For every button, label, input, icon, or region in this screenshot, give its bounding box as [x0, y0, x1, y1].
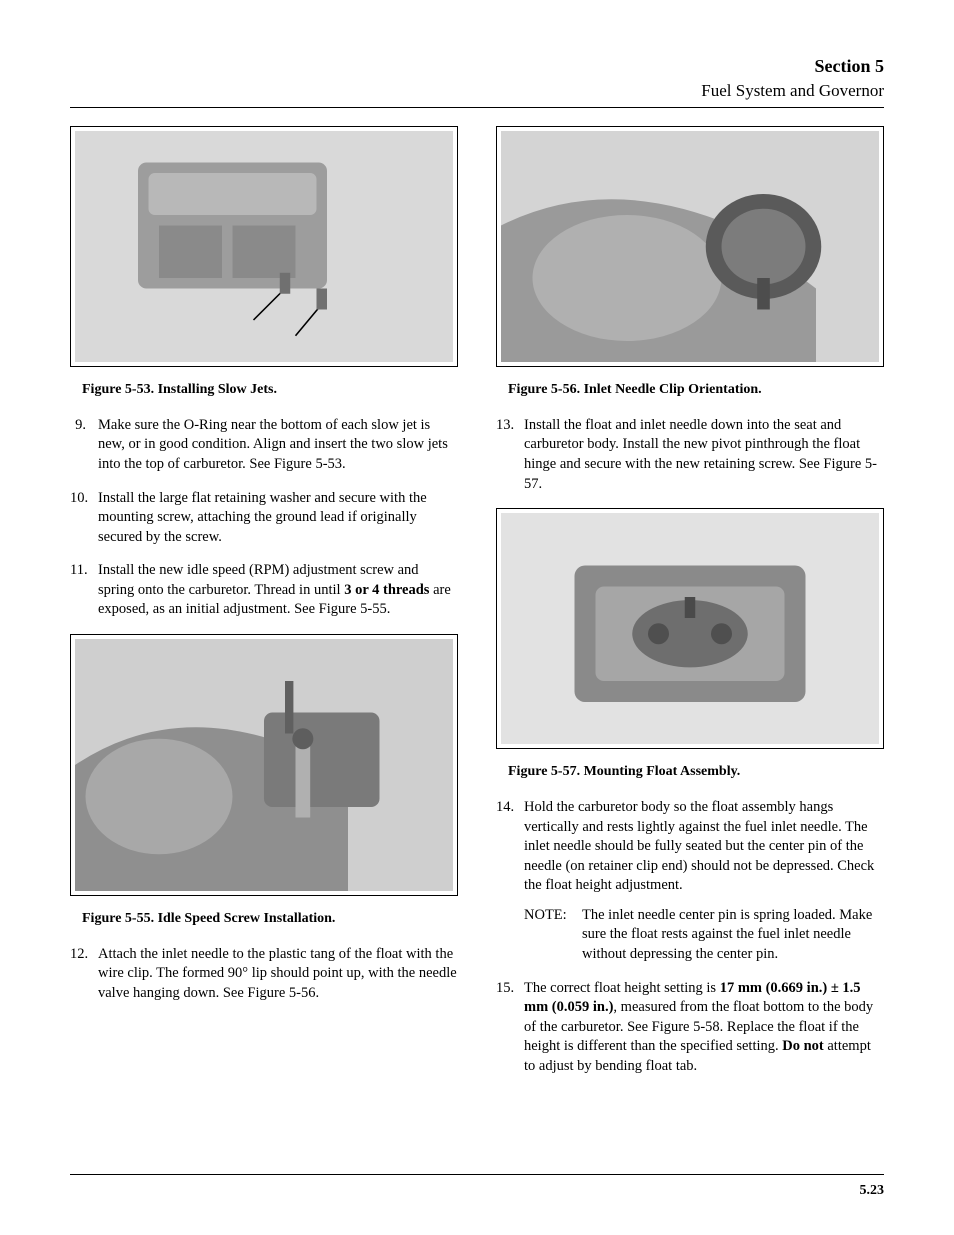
figure-5-57: [496, 508, 884, 749]
figure-5-53: [70, 126, 458, 367]
step-number: 13.: [496, 416, 524, 494]
step-number: 14.: [496, 798, 524, 965]
step-11: 11. Install the new idle speed (RPM) adj…: [70, 561, 458, 620]
text-run: Hold the carburetor body so the float as…: [524, 799, 874, 893]
step-14: 14. Hold the carburetor body so the floa…: [496, 798, 884, 965]
note-text: The inlet needle center pin is spring lo…: [582, 906, 884, 965]
note-label: NOTE:: [524, 906, 582, 965]
steps-right: 13. Install the float and inlet needle d…: [496, 416, 884, 494]
step-number: 15.: [496, 979, 524, 1077]
text-run: The correct float height setting is: [524, 980, 720, 996]
figure-5-53-caption: Figure 5-53. Installing Slow Jets.: [82, 381, 458, 400]
page-number: 5.23: [860, 1183, 885, 1199]
step-text: Hold the carburetor body so the float as…: [524, 798, 884, 965]
step-text: Install the new idle speed (RPM) adjustm…: [98, 561, 458, 620]
note-block: NOTE: The inlet needle center pin is spr…: [524, 906, 884, 965]
figure-5-55-caption: Figure 5-55. Idle Speed Screw Installati…: [82, 910, 458, 929]
header-rule: [70, 107, 884, 108]
steps-left-2: 12. Attach the inlet needle to the plast…: [70, 945, 458, 1004]
step-text: The correct float height setting is 17 m…: [524, 979, 884, 1077]
figure-5-56-caption: Figure 5-56. Inlet Needle Clip Orientati…: [508, 381, 884, 400]
step-text: Attach the inlet needle to the plastic t…: [98, 945, 458, 1004]
steps-right-2: 14. Hold the carburetor body so the floa…: [496, 798, 884, 1076]
section-number: Section 5: [70, 56, 884, 77]
step-number: 12.: [70, 945, 98, 1004]
figure-5-57-image: [501, 513, 879, 744]
step-13: 13. Install the float and inlet needle d…: [496, 416, 884, 494]
footer-rule: [70, 1174, 884, 1175]
bold-run: 3 or 4 threads: [344, 582, 429, 598]
step-15: 15. The correct float height setting is …: [496, 979, 884, 1077]
right-column: Figure 5-56. Inlet Needle Clip Orientati…: [496, 126, 884, 1090]
step-12: 12. Attach the inlet needle to the plast…: [70, 945, 458, 1004]
figure-5-57-caption: Figure 5-57. Mounting Float Assembly.: [508, 763, 884, 782]
steps-left: 9. Make sure the O-Ring near the bottom …: [70, 416, 458, 620]
step-text: Install the large flat retaining washer …: [98, 489, 458, 548]
step-number: 9.: [70, 416, 98, 475]
step-number: 10.: [70, 489, 98, 548]
step-text: Install the float and inlet needle down …: [524, 416, 884, 494]
two-column-layout: Figure 5-53. Installing Slow Jets. 9. Ma…: [70, 126, 884, 1090]
bold-run: Do not: [782, 1038, 824, 1054]
figure-5-56: [496, 126, 884, 367]
figure-5-55-image: [75, 639, 453, 891]
step-number: 11.: [70, 561, 98, 620]
step-9: 9. Make sure the O-Ring near the bottom …: [70, 416, 458, 475]
section-title: Fuel System and Governor: [70, 81, 884, 101]
figure-5-56-image: [501, 131, 879, 362]
figure-5-55: [70, 634, 458, 896]
figure-5-53-image: [75, 131, 453, 362]
left-column: Figure 5-53. Installing Slow Jets. 9. Ma…: [70, 126, 458, 1090]
step-text: Make sure the O-Ring near the bottom of …: [98, 416, 458, 475]
step-10: 10. Install the large flat retaining was…: [70, 489, 458, 548]
